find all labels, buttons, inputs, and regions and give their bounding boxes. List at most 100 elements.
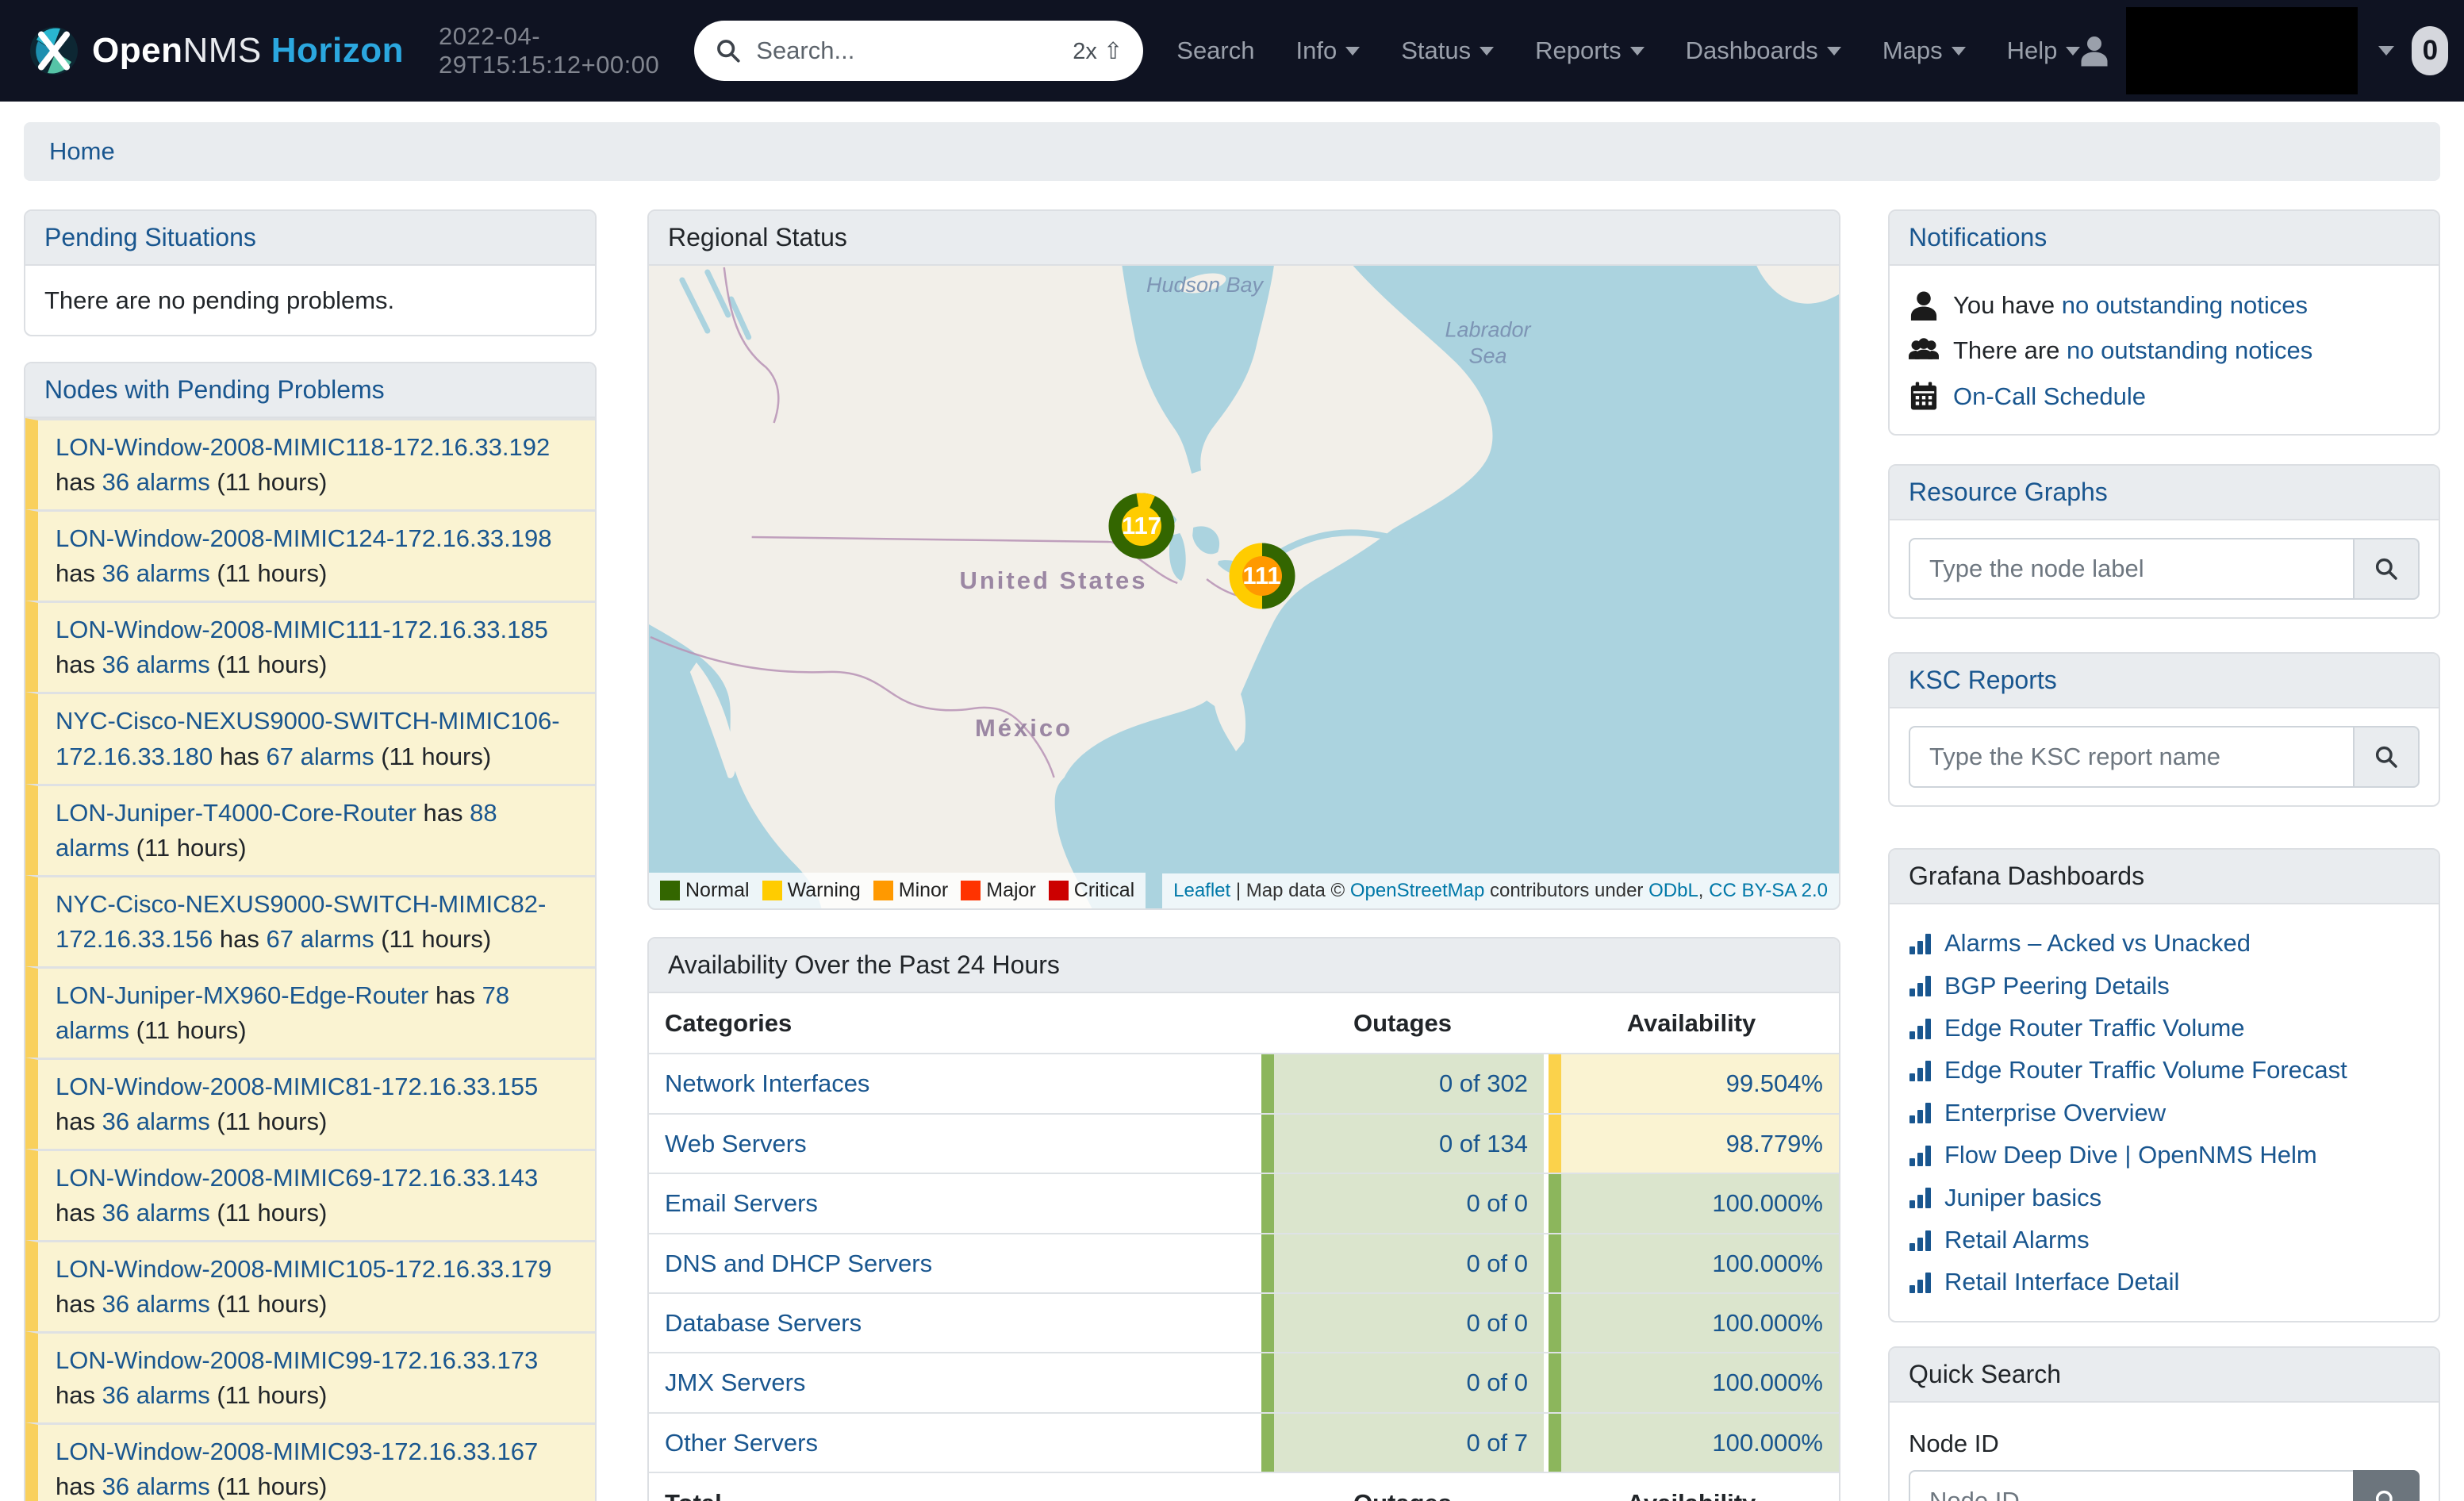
grafana-dashboard-link[interactable]: Enterprise Overview (1944, 1096, 2166, 1130)
chevron-down-icon (2066, 47, 2080, 56)
grafana-dashboard-link[interactable]: Flow Deep Dive | OpenNMS Helm (1944, 1138, 2317, 1172)
category-link[interactable]: Other Servers (665, 1426, 818, 1460)
grafana-dashboard-item: Edge Router Traffic Volume (1909, 1007, 2420, 1049)
nodes-panel-title[interactable]: Nodes with Pending Problems (44, 375, 385, 404)
grafana-dashboard-link[interactable]: Edge Router Traffic Volume Forecast (1944, 1053, 2347, 1087)
osm-link[interactable]: OpenStreetMap (1350, 880, 1484, 901)
regional-status-title: Regional Status (649, 211, 1839, 266)
grafana-dashboard-link[interactable]: Edge Router Traffic Volume (1944, 1011, 2245, 1045)
node-link[interactable]: LON-Juniper-MX960-Edge-Router (56, 981, 428, 1009)
global-search-input[interactable] (756, 36, 1058, 65)
grafana-dashboard-link[interactable]: BGP Peering Details (1944, 969, 2170, 1003)
outages-cell: 0 of 0 (1261, 1234, 1544, 1292)
node-alarms-link[interactable]: 67 alarms (266, 925, 374, 953)
node-id-input[interactable] (1909, 1470, 2353, 1501)
map-marker-cluster-117[interactable]: 117 (1108, 493, 1175, 559)
nav-menu-item[interactable]: Search (1176, 36, 1254, 65)
all-notices-link[interactable]: no outstanding notices (2067, 336, 2312, 364)
node-id-search-button[interactable] (2353, 1470, 2420, 1501)
bar-chart-icon (1909, 1100, 1932, 1124)
node-alarms-link[interactable]: 36 alarms (102, 468, 210, 496)
node-has-text: has (436, 981, 475, 1009)
availability-row: JMX Servers 0 of 0 100.000% (649, 1352, 1839, 1411)
ksc-reports-search-button[interactable] (2353, 726, 2420, 788)
node-alarms-link[interactable]: 67 alarms (266, 743, 374, 770)
nav-menu-item[interactable]: Reports (1535, 36, 1645, 65)
category-link[interactable]: DNS and DHCP Servers (665, 1246, 932, 1280)
nav-menu-item[interactable]: Status (1401, 36, 1494, 65)
nav-menu-item[interactable]: Maps (1883, 36, 1966, 65)
node-has-text: has (56, 1108, 95, 1135)
grafana-dashboard-link[interactable]: Alarms – Acked vs Unacked (1944, 926, 2251, 960)
redacted-username[interactable] (2126, 7, 2358, 94)
grafana-dashboard-link[interactable]: Retail Interface Detail (1944, 1265, 2179, 1299)
node-alarms-link[interactable]: 36 alarms (102, 1472, 210, 1500)
resource-graphs-search-input[interactable] (1909, 538, 2353, 600)
ksc-reports-search-input[interactable] (1909, 726, 2353, 788)
availability-cell: 99.504% (1549, 1054, 1839, 1112)
col-outages: Outages (1261, 993, 1544, 1053)
nav-menu-item[interactable]: Info (1296, 36, 1361, 65)
user-notices-link[interactable]: no outstanding notices (2062, 291, 2308, 319)
bar-chart-icon (1909, 1228, 1932, 1252)
ccbysa-link[interactable]: CC BY-SA 2.0 (1709, 880, 1828, 901)
grafana-dashboard-link[interactable]: Retail Alarms (1944, 1223, 2090, 1257)
node-link[interactable]: LON-Window-2008-MIMIC111-172.16.33.185 (56, 616, 548, 643)
notice-count-badge[interactable]: 0 (2412, 26, 2448, 75)
leaflet-link[interactable]: Leaflet (1173, 880, 1230, 901)
odbl-link[interactable]: ODbL (1648, 880, 1698, 901)
node-alarms-link[interactable]: 36 alarms (102, 1290, 210, 1318)
nav-menu-item[interactable]: Help (2007, 36, 2081, 65)
legend-swatch (762, 881, 782, 900)
node-link[interactable]: LON-Window-2008-MIMIC105-172.16.33.179 (56, 1255, 551, 1283)
node-has-text: has (56, 1472, 95, 1500)
quick-search-title: Quick Search (1890, 1348, 2439, 1403)
map-marker-cluster-111[interactable]: 111 (1229, 543, 1295, 609)
node-link[interactable]: LON-Window-2008-MIMIC124-172.16.33.198 (56, 524, 551, 552)
brand-logo[interactable]: OpenNMSHorizon (29, 25, 404, 76)
user-menu-chevron-down-icon[interactable] (2378, 46, 2394, 56)
node-duration-text: (11 hours) (217, 1199, 327, 1227)
node-link[interactable]: LON-Window-2008-MIMIC93-172.16.33.167 (56, 1438, 538, 1465)
category-link[interactable]: Email Servers (665, 1186, 818, 1220)
node-alarms-link[interactable]: 36 alarms (102, 1108, 210, 1135)
node-duration-text: (11 hours) (217, 559, 327, 587)
regional-status-map[interactable]: Hudson Bay Labrador Sea United States Mé… (649, 266, 1839, 908)
node-alarms-link[interactable]: 36 alarms (102, 1199, 210, 1227)
category-link[interactable]: Database Servers (665, 1306, 862, 1340)
breadcrumb: Home (24, 122, 2440, 181)
category-link[interactable]: JMX Servers (665, 1365, 805, 1399)
node-link[interactable]: LON-Window-2008-MIMIC81-172.16.33.155 (56, 1073, 538, 1100)
ksc-reports-title[interactable]: KSC Reports (1909, 666, 2057, 694)
legend-label: Normal (685, 879, 750, 902)
node-alarms-link[interactable]: 36 alarms (102, 1381, 210, 1409)
oncall-schedule-link[interactable]: On-Call Schedule (1953, 379, 2146, 413)
pending-situations-title[interactable]: Pending Situations (44, 223, 256, 251)
chevron-down-icon (1952, 47, 1966, 56)
grafana-dashboard-item: Alarms – Acked vs Unacked (1909, 922, 2420, 964)
resource-graphs-search-button[interactable] (2353, 538, 2420, 600)
resource-graphs-title[interactable]: Resource Graphs (1909, 478, 2108, 506)
search-icon (2374, 1488, 2399, 1501)
node-link[interactable]: LON-Juniper-T4000-Core-Router (56, 799, 416, 827)
category-link[interactable]: Web Servers (665, 1127, 807, 1161)
legend-label: Critical (1074, 879, 1134, 902)
user-notices-row: You have no outstanding notices (1909, 288, 2420, 322)
node-link[interactable]: LON-Window-2008-MIMIC118-172.16.33.192 (56, 433, 550, 461)
category-link[interactable]: Network Interfaces (665, 1066, 869, 1100)
grafana-dashboard-item: Edge Router Traffic Volume Forecast (1909, 1049, 2420, 1091)
notifications-title[interactable]: Notifications (1909, 223, 2047, 251)
node-link[interactable]: LON-Window-2008-MIMIC69-172.16.33.143 (56, 1164, 538, 1192)
center-column: Regional Status (647, 209, 1840, 1501)
grafana-dashboards-title: Grafana Dashboards (1890, 850, 2439, 904)
col-availability: Availability (1544, 993, 1839, 1053)
right-column: Notifications You have no outstanding no… (1888, 209, 2440, 1501)
grafana-dashboard-item: BGP Peering Details (1909, 965, 2420, 1007)
node-alarms-link[interactable]: 36 alarms (102, 559, 210, 587)
node-link[interactable]: LON-Window-2008-MIMIC99-172.16.33.173 (56, 1346, 538, 1374)
breadcrumb-home-link[interactable]: Home (49, 137, 115, 166)
nav-menu-item[interactable]: Dashboards (1686, 36, 1841, 65)
node-alarms-link[interactable]: 36 alarms (102, 651, 210, 678)
availability-row: Database Servers 0 of 0 100.000% (649, 1292, 1839, 1352)
grafana-dashboard-link[interactable]: Juniper basics (1944, 1180, 2101, 1215)
